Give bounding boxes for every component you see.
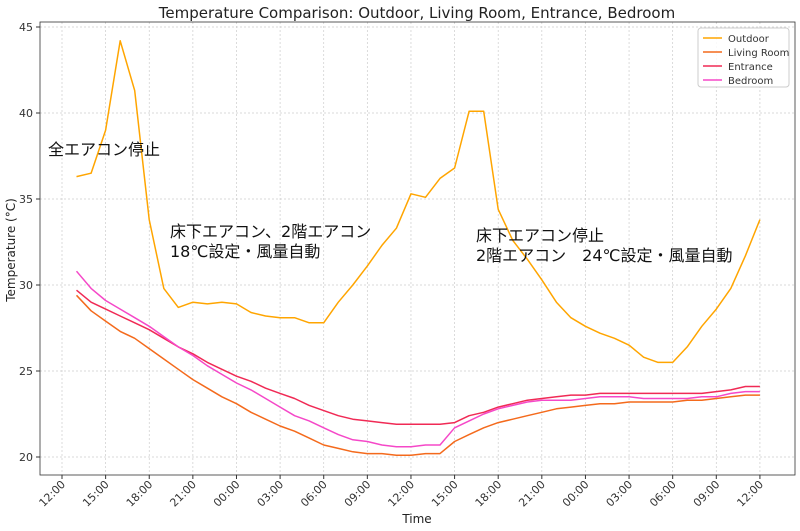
x-tick-label: 00:00	[560, 478, 592, 510]
annotation-line: 18℃設定・風量自動	[170, 242, 320, 261]
x-tick-label: 06:00	[647, 478, 679, 510]
y-tick-label: 40	[19, 107, 33, 120]
y-tick-label: 20	[19, 451, 33, 464]
annotation: 床下エアコン、2階エアコン 18℃設定・風量自動	[170, 222, 371, 261]
annotation-line: 全エアコン停止	[48, 140, 160, 159]
series-line-living-room	[75, 294, 760, 457]
y-axis-label: Temperature (°C)	[4, 198, 18, 303]
legend-label: Living Room	[728, 48, 789, 59]
legend-label: Entrance	[728, 62, 773, 73]
legend-label: Outdoor	[728, 34, 770, 45]
y-tick-label: 45	[19, 21, 33, 34]
x-axis: 12:00 15:00 18:00 21:00 00:00 03:00 06:00 09:00…	[37, 475, 766, 510]
x-tick-label: 03:00	[255, 478, 287, 510]
legend-box	[697, 27, 790, 88]
plot-frame	[39, 21, 796, 476]
x-tick-label: 18:00	[124, 478, 156, 510]
x-tick-label: 15:00	[429, 478, 461, 510]
x-tick-label: 12:00	[385, 478, 417, 510]
legend-label: Bedroom	[728, 76, 773, 87]
chart-title: Temperature Comparison: Outdoor, Living …	[158, 4, 675, 22]
x-axis-label: Time	[401, 512, 431, 526]
legend: Outdoor Living Room Entrance Bedroom	[697, 27, 790, 88]
x-tick-label: 18:00	[473, 478, 505, 510]
annotation: 全エアコン停止	[48, 140, 160, 159]
x-tick-label: 12:00	[734, 478, 766, 510]
x-tick-label: 09:00	[691, 478, 723, 510]
x-tick-label: 09:00	[342, 478, 374, 510]
annotation: 床下エアコン停止 2階エアコン 24℃設定・風量自動	[476, 226, 733, 265]
x-tick-label: 12:00	[37, 478, 69, 510]
y-tick-label: 30	[19, 279, 33, 292]
series-line-entrance	[76, 289, 760, 426]
y-tick-label: 25	[19, 365, 33, 378]
y-tick-label: 35	[19, 193, 33, 206]
x-tick-label: 03:00	[604, 478, 636, 510]
x-tick-label: 21:00	[516, 478, 548, 510]
annotation-line: 床下エアコン、2階エアコン	[170, 222, 371, 241]
series-lines	[75, 40, 761, 457]
series-line-bedroom	[75, 270, 760, 448]
x-tick-label: 21:00	[167, 478, 199, 510]
y-axis: 20 25 30 35 40 45	[19, 21, 40, 464]
annotation-line: 床下エアコン停止	[476, 226, 604, 245]
annotation-line: 2階エアコン 24℃設定・風量自動	[476, 246, 733, 265]
series-line-outdoor	[76, 40, 761, 364]
x-tick-label: 00:00	[211, 478, 243, 510]
x-tick-label: 06:00	[298, 478, 330, 510]
grid	[40, 22, 795, 475]
x-tick-label: 15:00	[80, 478, 112, 510]
